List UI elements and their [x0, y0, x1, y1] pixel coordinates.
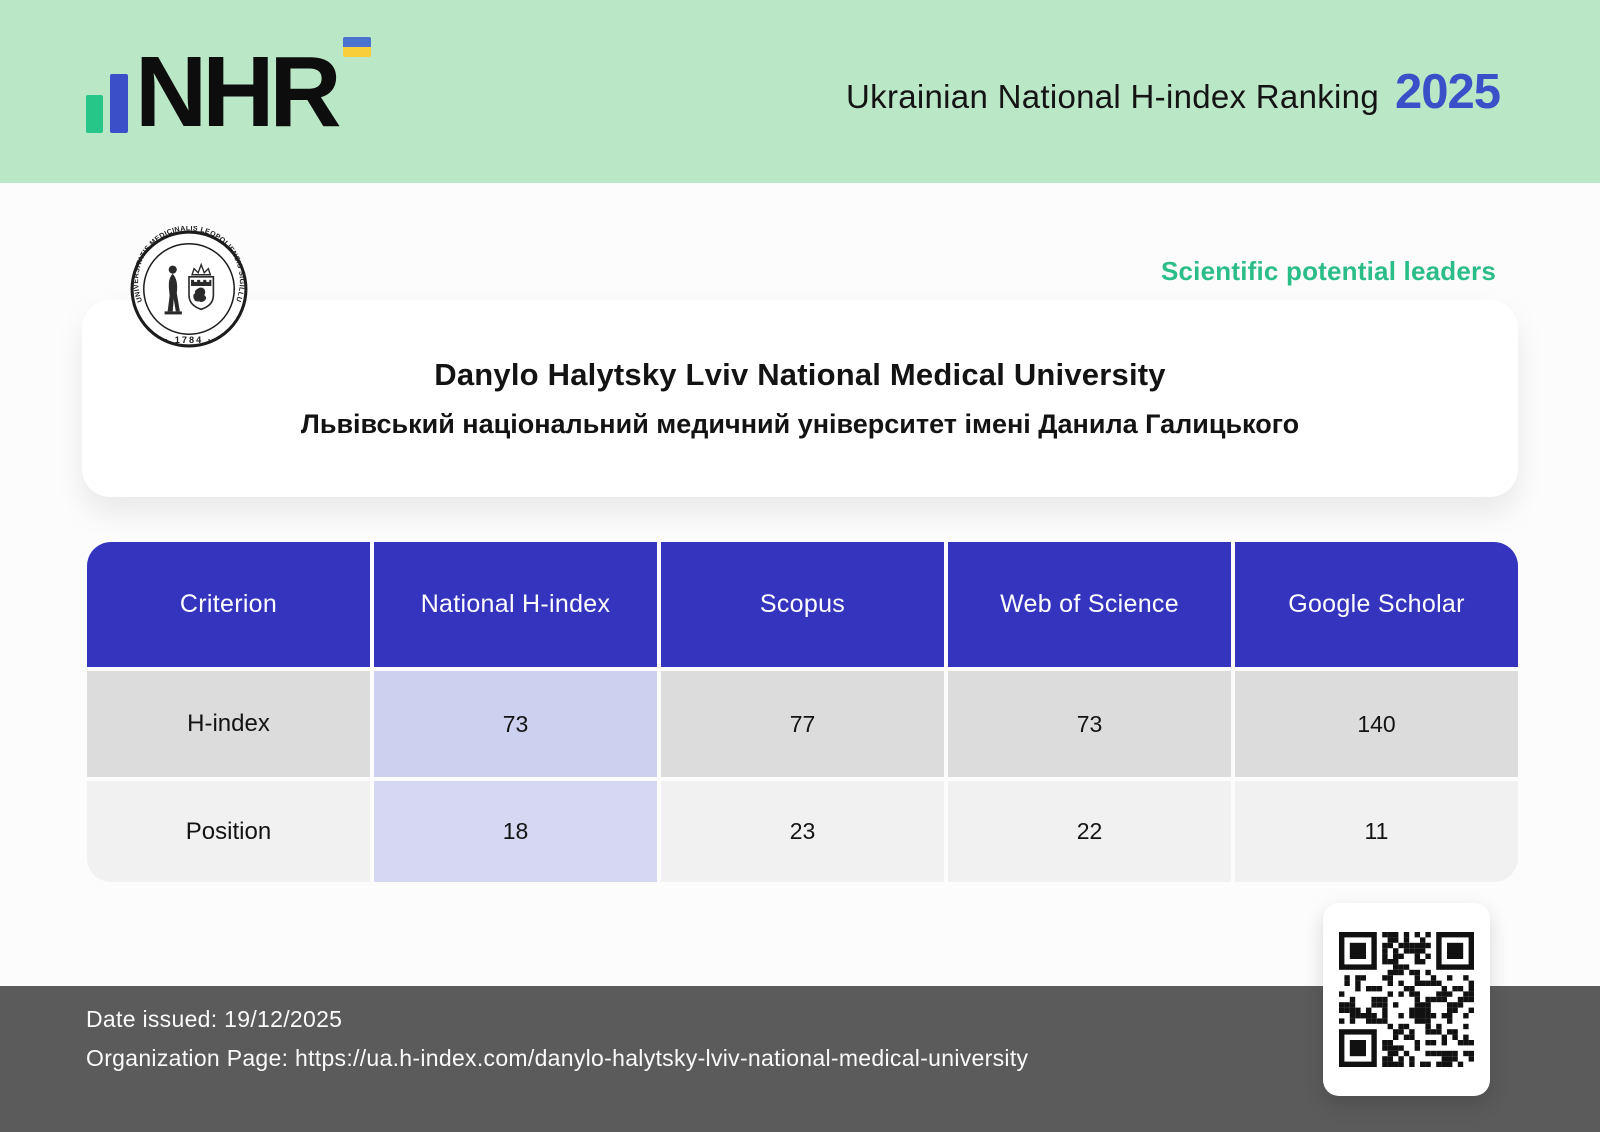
university-name-en: Danylo Halytsky Lviv National Medical Un…	[434, 357, 1166, 392]
cell-position-scopus: 23	[661, 781, 944, 882]
ukraine-flag-icon	[342, 36, 371, 57]
cell-position-national: 18	[374, 781, 657, 882]
cell-h-index-national: 73	[374, 671, 657, 777]
header-band: NHR Ukrainian National H-index Ranking 2…	[0, 0, 1600, 183]
ranking-title: Ukrainian National H-index Ranking 2025	[846, 64, 1501, 120]
table-header-scopus: Scopus	[661, 542, 944, 667]
university-name-uk: Львівський національний медичний універс…	[300, 409, 1300, 439]
metrics-table: Criterion National H-index Scopus Web of…	[87, 542, 1518, 882]
logo-bar-green-icon	[86, 94, 103, 133]
seal-statue-icon	[164, 265, 182, 315]
university-name-card: Danylo Halytsky Lviv National Medical Un…	[82, 300, 1518, 497]
ranking-year: 2025	[1394, 64, 1501, 119]
table-header-web-of-science: Web of Science	[948, 542, 1231, 667]
logo-wordmark: NHR	[135, 35, 342, 148]
logo-text: NHR	[135, 36, 371, 142]
cell-h-index-scopus: 77	[661, 671, 944, 777]
table-header-google-scholar: Google Scholar	[1235, 542, 1518, 667]
cell-position-scholar: 11	[1235, 781, 1518, 882]
row-label-position: Position	[87, 781, 370, 882]
cell-position-wos: 22	[948, 781, 1231, 882]
organization-page-url: Organization Page: https://ua.h-index.co…	[86, 1045, 1029, 1071]
university-seal: UNIVERSITATIS MEDICINALIS LEOPOLIENSIS S…	[128, 226, 248, 348]
seal-year: · 1784 ·	[165, 335, 213, 345]
ranking-title-text: Ukrainian National H-index Ranking	[846, 77, 1379, 115]
date-issued: Date issued: 19/12/2025	[86, 1006, 343, 1032]
table-header-criterion: Criterion	[87, 542, 370, 667]
nhr-logo: NHR	[86, 36, 371, 142]
cell-h-index-scholar: 140	[1235, 671, 1518, 777]
status-badge: Scientific potential leaders	[1160, 256, 1496, 286]
qr-card	[1323, 903, 1490, 1096]
logo-bar-blue-icon	[110, 73, 128, 133]
row-label-h-index: H-index	[87, 671, 370, 777]
seal-shield-icon	[188, 262, 215, 311]
cell-h-index-wos: 73	[948, 671, 1231, 777]
qr-code	[1339, 932, 1474, 1067]
table-header-national-h-index: National H-index	[374, 542, 657, 667]
